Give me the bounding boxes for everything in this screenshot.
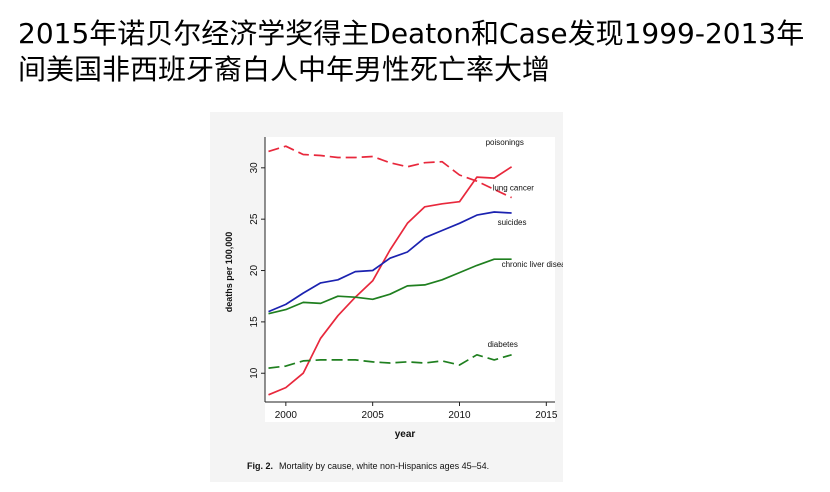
- y-tick-label: 25: [249, 213, 260, 225]
- y-axis-label: deaths per 100,000: [224, 232, 234, 313]
- y-tick-label: 20: [249, 265, 260, 277]
- axes: 2000 2005 2010 2015 10 15 20 25 30: [249, 137, 558, 421]
- line-chart: 2000 2005 2010 2015 10 15 20 25 30 poisonings lun…: [224, 137, 563, 440]
- plot-area: [265, 137, 555, 422]
- y-tick-label: 30: [249, 162, 260, 174]
- caption-text: Mortality by cause, white non-Hispanics …: [279, 461, 490, 471]
- series-line-lung-cancer: [268, 145, 512, 199]
- series-line-diabetes: [268, 353, 512, 369]
- x-tick-label: 2005: [362, 410, 385, 421]
- series-line-suicides: [268, 211, 512, 313]
- series-line-chronic-liver-diseases: [268, 258, 512, 315]
- x-tick-label: 2015: [535, 410, 558, 421]
- x-tick-label: 2000: [275, 410, 298, 421]
- figure-caption: Fig. 2. Mortality by cause, white non-His…: [247, 461, 587, 471]
- slide-title: 2015年诺贝尔经济学奖得主Deaton和Case发现1999-2013年间美国…: [18, 17, 805, 86]
- series-line-poisonings: [268, 166, 513, 396]
- y-tick-label: 10: [249, 367, 260, 379]
- series-label-diabetes: diabetes: [488, 340, 518, 349]
- series-label-poisonings: poisonings: [486, 138, 524, 147]
- figure-panel: 2000 2005 2010 2015 10 15 20 25 30 poisonings lun…: [210, 112, 563, 482]
- x-tick-label: 2010: [448, 410, 471, 421]
- series-label-suicides: suicides: [498, 218, 527, 227]
- series-label-lung-cancer: lung cancer: [493, 184, 535, 193]
- figure-number: Fig. 2.: [247, 461, 274, 471]
- y-tick-label: 15: [249, 316, 260, 328]
- series-labels: poisonings lung cancer suicides chronic liv…: [486, 138, 563, 349]
- series-label-chronic-liver-diseases: chronic liver diseases: [502, 260, 563, 269]
- series-layer: [268, 145, 513, 396]
- x-axis-label: year: [395, 429, 416, 440]
